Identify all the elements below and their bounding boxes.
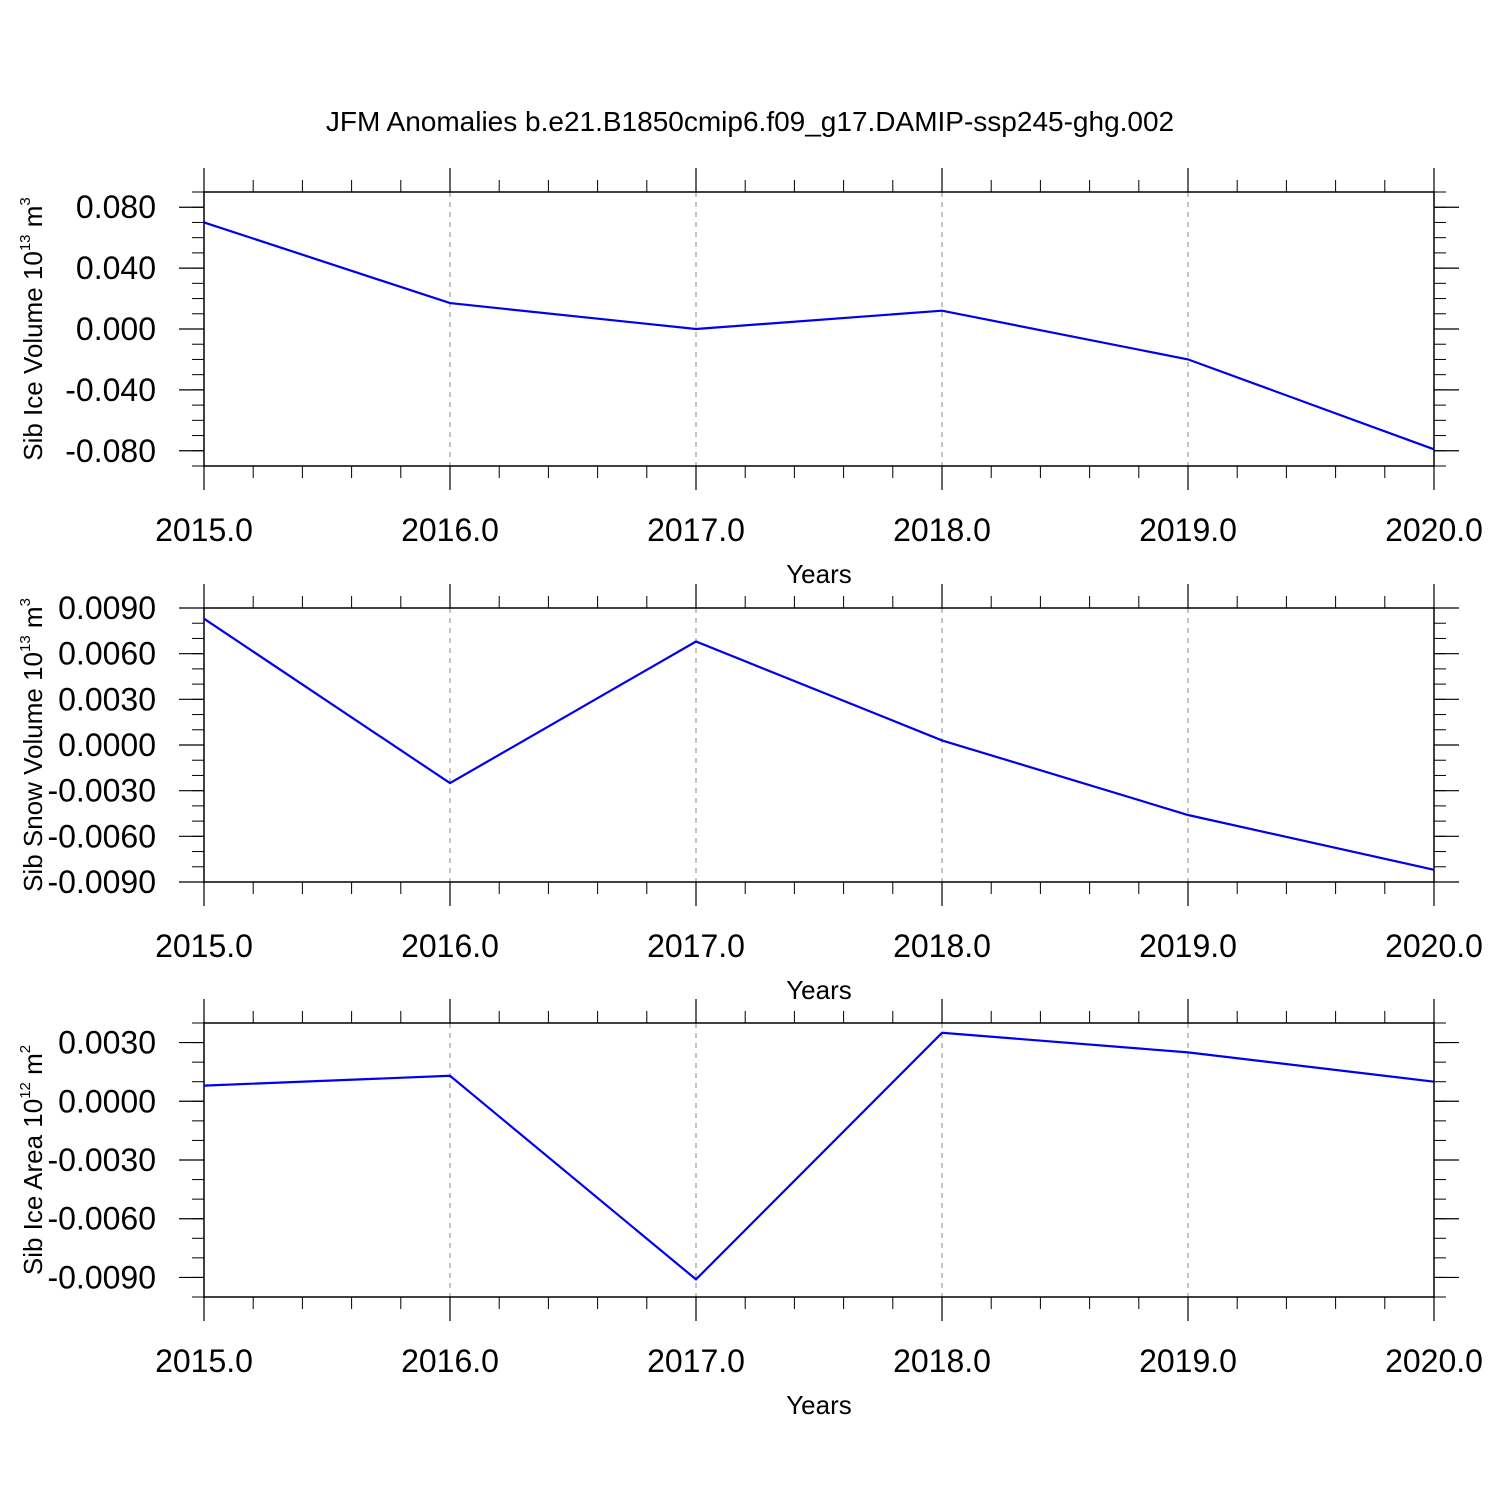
y-tick-label: 0.0030 bbox=[58, 1025, 156, 1061]
y-tick-label: 0.0030 bbox=[58, 681, 156, 717]
y-axis-label: Sib Ice Volume 1013 m3 bbox=[17, 197, 48, 461]
x-tick-label: 2020.0 bbox=[1385, 928, 1483, 964]
series-line bbox=[203, 1031, 1435, 1281]
panel-1: 2015.0 2016.0 2017.0 2018.0 2019.0 2020.0 0.08… bbox=[17, 168, 1483, 589]
y-axis-label: Sib Ice Area 1012 m2 bbox=[17, 1045, 48, 1275]
y-tick-label: -0.0060 bbox=[47, 1201, 156, 1237]
y-tick-label: 0.000 bbox=[76, 311, 156, 347]
x-tick-label: 2015.0 bbox=[155, 512, 253, 548]
x-tick-label: 2019.0 bbox=[1139, 512, 1237, 548]
x-tick-label: 2020.0 bbox=[1385, 512, 1483, 548]
panel-2: 2015.0 2016.0 2017.0 2018.0 2019.0 2020.0 0.00… bbox=[17, 584, 1483, 1005]
y-tick-label: -0.0060 bbox=[47, 818, 156, 854]
x-tick-label: 2019.0 bbox=[1139, 928, 1237, 964]
y-tick-label: -0.0030 bbox=[47, 773, 156, 809]
y-tick-label: 0.0060 bbox=[58, 636, 156, 672]
y-tick-label: 0.0000 bbox=[58, 1083, 156, 1119]
x-tick-label: 2018.0 bbox=[893, 928, 991, 964]
x-tick-label: 2018.0 bbox=[893, 1343, 991, 1379]
x-axis-label: Years bbox=[786, 975, 852, 1005]
chart-title: JFM Anomalies b.e21.B1850cmip6.f09_g17.D… bbox=[326, 106, 1174, 137]
y-tick-label: -0.040 bbox=[65, 372, 156, 408]
y-axis-label: Sib Snow Volume 1013 m3 bbox=[17, 598, 48, 892]
plot-frame bbox=[203, 607, 1435, 883]
y-tick-label: 0.080 bbox=[76, 189, 156, 225]
x-tick-label: 2016.0 bbox=[401, 928, 499, 964]
x-tick-label: 2017.0 bbox=[647, 512, 745, 548]
y-tick-label: 0.0090 bbox=[58, 590, 156, 626]
x-tick-label: 2018.0 bbox=[893, 512, 991, 548]
panel-3: 2015.0 2016.0 2017.0 2018.0 2019.0 2020.0 0.00… bbox=[17, 999, 1483, 1420]
plot-frame bbox=[203, 1022, 1435, 1298]
x-tick-label: 2019.0 bbox=[1139, 1343, 1237, 1379]
x-tick-label: 2016.0 bbox=[401, 512, 499, 548]
plot-frame bbox=[203, 191, 1435, 467]
series-line bbox=[203, 221, 1435, 451]
x-tick-label: 2017.0 bbox=[647, 928, 745, 964]
series-line bbox=[203, 617, 1435, 871]
y-tick-label: -0.0030 bbox=[47, 1142, 156, 1178]
x-tick-label: 2015.0 bbox=[155, 1343, 253, 1379]
y-tick-label: 0.040 bbox=[76, 250, 156, 286]
y-tick-label: 0.0000 bbox=[58, 727, 156, 763]
panels: 2015.0 2016.0 2017.0 2018.0 2019.0 2020.0 0.08… bbox=[17, 168, 1483, 1420]
y-tick-label: -0.0090 bbox=[47, 864, 156, 900]
x-tick-label: 2016.0 bbox=[401, 1343, 499, 1379]
x-tick-label: 2017.0 bbox=[647, 1343, 745, 1379]
x-axis-label: Years bbox=[786, 1390, 852, 1420]
x-tick-label: 2015.0 bbox=[155, 928, 253, 964]
y-tick-label: -0.080 bbox=[65, 433, 156, 469]
x-axis-label: Years bbox=[786, 559, 852, 589]
y-tick-label: -0.0090 bbox=[47, 1259, 156, 1295]
x-tick-label: 2020.0 bbox=[1385, 1343, 1483, 1379]
